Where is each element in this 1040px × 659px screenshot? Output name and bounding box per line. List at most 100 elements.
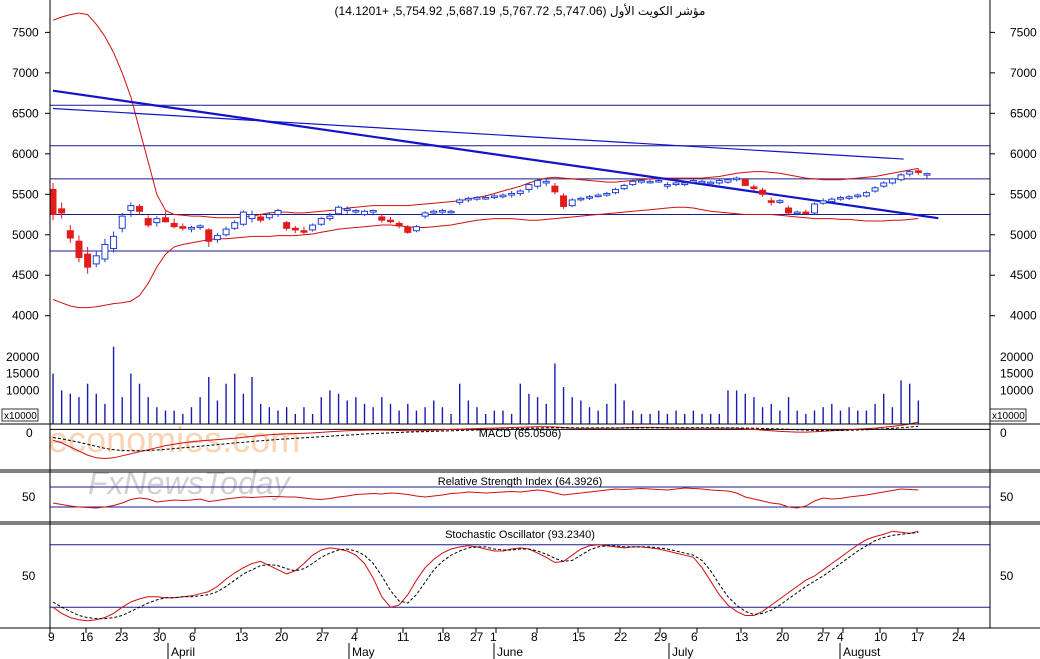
price-tick-label-left: 6500: [12, 106, 39, 120]
candle-up: [707, 181, 715, 185]
price-axis-labels: 4000 4000 4500 4500 5000 5000 5500 5500 6000 6000…: [12, 25, 1037, 322]
candle-up: [92, 255, 100, 265]
candle-up: [594, 194, 602, 198]
rsi-panel: Relative Strength Index (64.3926) 50 50: [22, 476, 1014, 509]
candle-up: [421, 212, 429, 217]
volume-tick-label-left: 20000: [6, 350, 40, 364]
month-label: June: [497, 645, 523, 659]
candle-up: [369, 209, 377, 213]
candle-up: [681, 182, 689, 186]
candle-down: [386, 219, 394, 223]
x-tick-label: 20: [776, 630, 790, 644]
candle-up: [871, 187, 879, 192]
candle-up: [473, 197, 481, 200]
candle-up: [880, 182, 888, 187]
candle-up: [265, 214, 273, 219]
rsi-line: [52, 487, 919, 509]
candle-up: [153, 218, 161, 224]
lower-band-line: [52, 206, 919, 309]
candle-down: [404, 226, 412, 233]
candle-down: [205, 229, 213, 242]
price-tick-label-left: 4000: [12, 309, 39, 323]
month-label: July: [672, 645, 693, 659]
x-axis: 9 16 23 30 6 13 20 27 4 11 18 27 1 8 15 22 29 6 13 20 27 4 10 1…: [48, 628, 966, 659]
candle-down: [161, 217, 169, 223]
price-tick-label-left: 5500: [12, 187, 39, 201]
volume-tick-label-right: 15000: [1000, 367, 1034, 381]
price-tick-label-left: 7000: [12, 66, 39, 80]
price-tick-label-right: 6500: [1010, 106, 1037, 120]
macd-panel: MACD (65.0506) 0 0: [26, 421, 1007, 460]
candle-down: [741, 179, 749, 186]
price-tick-label-left: 4500: [12, 268, 39, 282]
volume-multiplier-box-left: [1, 408, 39, 422]
support-resistance-levels: [50, 104, 990, 252]
price-tick-label-right: 4000: [1010, 309, 1037, 323]
candlesticks: [49, 168, 931, 274]
candle-down: [170, 222, 178, 228]
candle-up: [335, 206, 343, 215]
candle-up: [343, 208, 351, 211]
price-tick-label-left: 6000: [12, 147, 39, 161]
x-tick-label: 4: [837, 630, 844, 644]
month-label: May: [352, 645, 375, 659]
x-tick-label: 17: [911, 630, 925, 644]
candle-up: [490, 195, 498, 199]
volume-tick-label-left: 15000: [6, 367, 40, 381]
volume-tick-label-left: 10000: [6, 383, 40, 397]
candle-down: [378, 216, 386, 221]
candle-up: [239, 211, 247, 225]
candle-up: [412, 226, 420, 232]
price-tick-label-right: 5000: [1010, 228, 1037, 242]
candle-up: [482, 197, 490, 200]
watermark-economies: economies.com: [48, 419, 300, 460]
x-tick-label: 30: [153, 630, 167, 644]
candle-up: [568, 199, 576, 207]
x-tick-label: 6: [691, 630, 698, 644]
candle-down: [560, 195, 568, 207]
x-tick-label: 9: [48, 630, 55, 644]
candle-down: [395, 222, 403, 227]
x-tick-label: 4: [351, 630, 358, 644]
candle-down: [291, 227, 299, 231]
candle-up: [836, 197, 844, 200]
candle-up: [698, 180, 706, 184]
rsi-50-label-right: 50: [1000, 490, 1014, 504]
x-tick-label: 27: [470, 630, 484, 644]
candle-up: [248, 214, 256, 220]
volume-bars: [52, 346, 920, 424]
x-tick-label: 13: [735, 630, 749, 644]
x-tick-label: 10: [874, 630, 888, 644]
candle-up: [776, 200, 784, 203]
month-label: April: [171, 645, 195, 659]
x-tick-label: 13: [235, 630, 249, 644]
stochastic-50-label-left: 50: [22, 569, 36, 583]
candle-down: [257, 216, 265, 221]
candle-up: [317, 218, 325, 225]
candle-up: [101, 243, 109, 260]
candle-up: [629, 180, 637, 186]
x-tick-label: 15: [572, 630, 586, 644]
candle-up: [430, 210, 438, 214]
candle-up: [862, 192, 870, 197]
macd-line: [52, 421, 919, 460]
x-tick-label: 18: [437, 630, 451, 644]
x-tick-label: 23: [115, 630, 129, 644]
candle-down: [785, 207, 793, 214]
candle-up: [110, 235, 118, 250]
candle-up: [724, 179, 732, 183]
candle-up: [274, 209, 282, 216]
candle-down: [136, 205, 144, 212]
candle-up: [689, 180, 697, 183]
candle-up: [213, 235, 221, 241]
macd-zero-label-left: 0: [26, 426, 33, 440]
candle-up: [326, 215, 334, 220]
candle-up: [534, 180, 542, 187]
candle-up: [577, 197, 585, 201]
candle-up: [516, 190, 524, 194]
stochastic-lines: [50, 530, 990, 622]
candle-down: [300, 230, 308, 233]
trendlines: [52, 89, 939, 220]
watermark-fxnewstoday: FxNewsToday: [88, 465, 292, 501]
